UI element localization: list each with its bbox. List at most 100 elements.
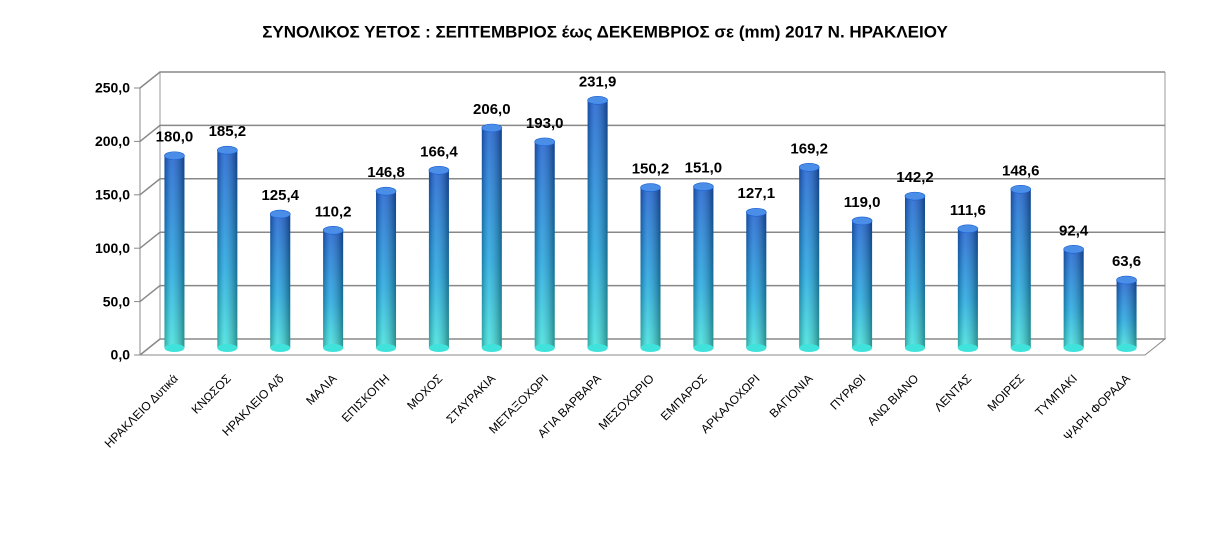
value-label: 151,0	[685, 160, 723, 177]
bar-cap	[798, 162, 820, 172]
bar-shade	[1010, 189, 1031, 348]
bar-cap	[957, 224, 979, 234]
bar-base	[746, 344, 767, 352]
bar-cap	[534, 137, 556, 147]
bar-base	[799, 344, 820, 352]
value-label: 180,0	[156, 129, 194, 146]
x-tick-label: ΚΝΩΣΟΣ	[189, 371, 234, 416]
bar-shade	[799, 167, 820, 348]
bar-base	[534, 344, 555, 352]
bar-cap	[587, 96, 608, 105]
bar-cap	[851, 216, 873, 226]
bar-base	[270, 344, 291, 352]
bar-cap	[1116, 275, 1137, 285]
bar-cap	[693, 182, 714, 192]
y-tick-label: 50,0	[103, 293, 130, 309]
value-label: 110,2	[315, 203, 352, 220]
value-label: 169,2	[790, 140, 828, 157]
bar-shade	[481, 127, 502, 348]
bar-shade	[270, 214, 291, 348]
y-tick-label: 150,0	[95, 187, 130, 203]
bar-base	[376, 344, 397, 352]
bar-cap	[745, 207, 767, 217]
bar-base	[481, 344, 502, 352]
bar-shade	[852, 220, 873, 348]
x-tick-label: ΜΑΛΙΑ	[303, 371, 339, 407]
bar-cap	[375, 186, 397, 196]
bar-shade	[428, 170, 449, 348]
bar-base	[1063, 344, 1084, 352]
bar-base	[640, 344, 661, 352]
bar-base	[1116, 344, 1137, 352]
bar-shade	[217, 150, 238, 348]
value-label: 146,8	[367, 164, 405, 181]
x-tick-label: ΕΜΠΑΡΟΣ	[658, 371, 710, 423]
x-tick-label: ΗΡΑΚΛΕΙΟ Δυτικά	[102, 371, 181, 450]
y-tick-label: 0,0	[111, 347, 131, 363]
value-label: 111,6	[950, 202, 986, 219]
bar-base	[428, 344, 449, 352]
value-label: 92,4	[1059, 222, 1089, 239]
value-label: 148,6	[1002, 162, 1040, 179]
bar-base	[693, 344, 714, 352]
grid-line	[139, 71, 1165, 89]
bar-base	[957, 344, 978, 352]
chart-title: ΣΥΝΟΛΙΚΟΣ ΥΕΤΟΣ : ΣΕΠΤΕΜΒΡΙΟΣ έως ΔΕΚΕΜΒ…	[262, 22, 948, 41]
bar-shade	[376, 191, 397, 348]
grid-line	[139, 124, 1165, 142]
x-tick-label: ΣΤΑΥΡΑΚΙΑ	[443, 371, 498, 426]
bar-base	[852, 344, 873, 352]
x-tick-label: ΒΑΓΙΟΝΙΑ	[767, 371, 816, 420]
value-label: 119,0	[844, 194, 881, 211]
bar-shade	[164, 155, 185, 348]
bar-shade	[746, 212, 767, 348]
bar-shade	[1063, 249, 1084, 348]
bar-shade	[693, 186, 714, 348]
y-tick-label: 100,0	[95, 240, 130, 256]
bar-cap	[904, 191, 926, 201]
x-tick-label: ΑΝΩ ΒΙΑΝΟ	[865, 371, 922, 428]
value-label: 206,0	[473, 101, 511, 118]
value-label: 231,9	[579, 73, 617, 90]
bar-cap	[1010, 184, 1032, 194]
bar-shade	[1116, 280, 1137, 348]
bar-cap	[269, 209, 291, 219]
grid-line	[139, 338, 1165, 356]
bar-cap	[322, 226, 344, 235]
y-tick-label: 200,0	[95, 133, 130, 149]
grid-line	[139, 231, 1165, 249]
bar-base	[164, 344, 185, 352]
bar-base	[1010, 344, 1031, 352]
bar-base	[587, 344, 608, 352]
bar-cap	[164, 151, 185, 161]
bar-cap	[217, 145, 238, 155]
value-label: 185,2	[209, 123, 247, 140]
x-tick-label: ΛΕΝΤΑΣ	[931, 371, 974, 414]
x-tick-label: ΜΟΙΡΕΣ	[985, 371, 1027, 413]
bar-shade	[957, 228, 978, 348]
value-label: 166,4	[420, 143, 458, 160]
value-label: 142,2	[896, 169, 934, 186]
bar-cap	[481, 123, 503, 133]
value-label: 193,0	[526, 115, 564, 132]
x-tick-label: ΤΥΜΠΑΚΙ	[1032, 371, 1080, 419]
x-tick-label: ΕΠΙΣΚΟΠΗ	[339, 371, 393, 425]
bar-base	[217, 344, 238, 352]
value-label: 63,6	[1112, 253, 1141, 270]
x-tick-label: ΜΕΣΟΧΩΡΙΟ	[596, 371, 657, 432]
bar-base	[904, 344, 925, 352]
bar-shade	[587, 100, 608, 348]
grid-line	[139, 178, 1165, 196]
bar-shade	[904, 196, 925, 348]
bar-base	[323, 344, 344, 352]
y-tick-label: 250,0	[95, 80, 130, 96]
grid-line	[139, 284, 1165, 303]
value-label: 150,2	[632, 161, 670, 178]
bar-shade	[640, 187, 661, 348]
bar-shade	[534, 141, 555, 348]
x-tick-label: ΠΥΡΑΘΙ	[827, 371, 868, 412]
bar-cap	[428, 165, 450, 175]
value-label: 125,4	[261, 187, 299, 204]
